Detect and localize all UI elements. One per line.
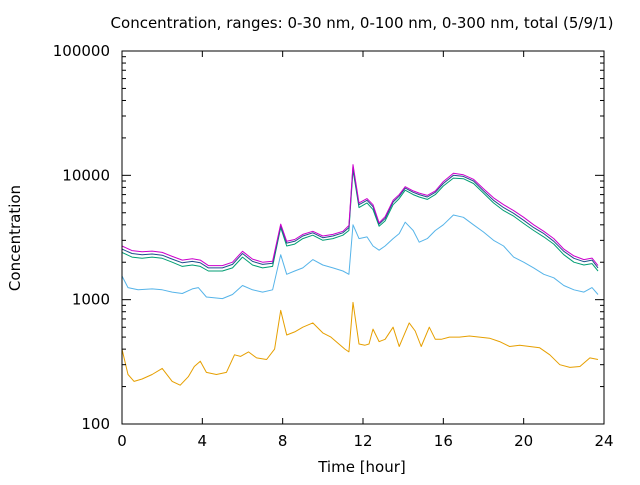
y-tick-label: 100 (81, 415, 110, 433)
series-line-1 (121, 301, 599, 386)
series-line-2 (121, 214, 599, 300)
series-line-4 (121, 165, 599, 269)
x-tick-label: 20 (514, 432, 533, 450)
y-tick-label: 1000 (72, 291, 110, 309)
x-tick-label: 16 (434, 432, 453, 450)
x-tick-label: 12 (353, 432, 372, 450)
y-axis-label: Concentration (6, 185, 24, 291)
plot-frame (121, 50, 605, 425)
y-tick-label: 100000 (53, 42, 110, 60)
chart-title: Concentration, ranges: 0-30 nm, 0-100 nm… (111, 14, 614, 32)
y-tick-label: 10000 (62, 166, 110, 184)
x-tick-label: 4 (198, 432, 208, 450)
series-line-5 (121, 164, 599, 267)
tick-layer: 0 4 8 12 16 20 24 100 1000 10000 100000 (53, 42, 614, 450)
series-line-3 (121, 169, 599, 272)
x-axis-label: Time [hour] (317, 458, 406, 476)
x-tick-label: 8 (278, 432, 288, 450)
x-tick-label: 24 (594, 432, 613, 450)
x-tick-label: 0 (117, 432, 127, 450)
series-layer (121, 164, 599, 386)
